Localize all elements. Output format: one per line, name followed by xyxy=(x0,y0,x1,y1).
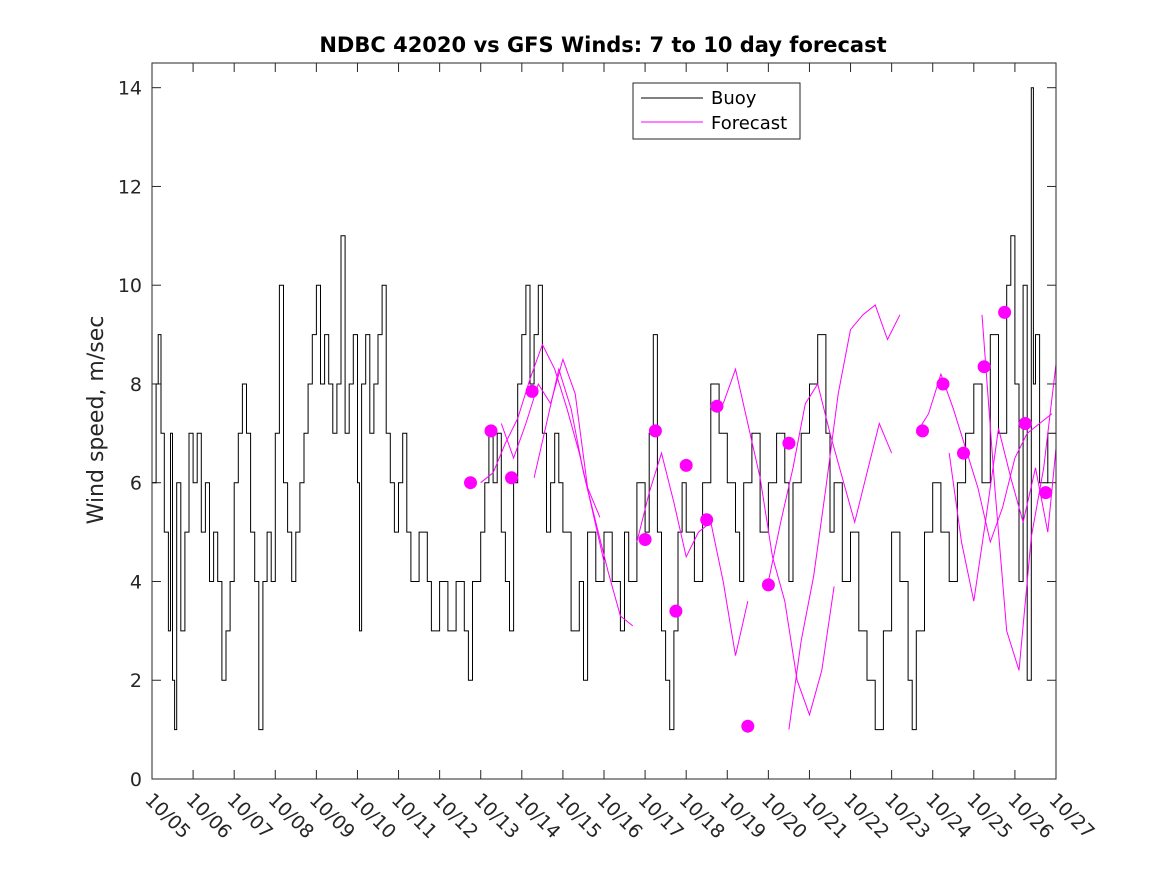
x-tick-label: 10/10 xyxy=(346,789,400,843)
y-tick-labels: 0 2 4 6 8 10 12 14 xyxy=(118,78,142,791)
forecast-marker xyxy=(679,458,693,472)
x-tick-label: 10/18 xyxy=(675,789,729,843)
y-tick-label: 8 xyxy=(130,374,142,396)
forecast-marker xyxy=(648,424,662,438)
y-tick-label: 12 xyxy=(118,176,142,198)
x-tick-label: 10/22 xyxy=(839,789,893,843)
y-tick-label: 14 xyxy=(118,78,142,100)
forecast-markers xyxy=(464,305,1053,733)
x-tick-label: 10/21 xyxy=(798,789,852,843)
y-tick-label: 4 xyxy=(130,571,142,593)
forecast-line-9 xyxy=(948,428,1057,602)
forecast-marker xyxy=(936,377,950,391)
forecast-marker xyxy=(1018,417,1032,430)
x-tick-label: 10/27 xyxy=(1044,789,1098,843)
x-tick-label: 10/12 xyxy=(428,789,482,843)
plot-area xyxy=(152,63,1056,779)
x-tick-label: 10/23 xyxy=(880,789,934,843)
x-tick-label: 10/25 xyxy=(962,789,1016,843)
y-axis-label: Wind speed, m/sec xyxy=(84,316,109,525)
x-tick-label: 10/11 xyxy=(387,789,441,843)
forecast-marker xyxy=(977,360,991,374)
forecast-marker xyxy=(484,424,498,438)
forecast-line-4 xyxy=(636,451,749,656)
forecast-marker xyxy=(761,578,775,592)
legend-forecast-label: Forecast xyxy=(711,113,787,134)
x-tick-labels: 10/0510/0610/0710/0810/0910/1010/1110/12… xyxy=(140,789,1098,843)
forecast-marker xyxy=(957,446,970,460)
x-tick-label: 10/17 xyxy=(634,789,688,843)
y-tick-label: 2 xyxy=(130,670,142,692)
forecast-marker xyxy=(505,471,518,485)
x-tick-label: 10/19 xyxy=(716,789,770,843)
forecast-line-6 xyxy=(788,304,901,730)
x-tick-label: 10/14 xyxy=(510,789,564,843)
legend: Buoy Forecast xyxy=(632,82,801,140)
x-tick-label: 10/05 xyxy=(140,789,194,843)
legend-box xyxy=(632,82,801,140)
forecast-marker xyxy=(638,533,652,546)
y-tick-label: 0 xyxy=(130,769,142,791)
x-tick-label: 10/24 xyxy=(921,789,975,843)
x-tick-label: 10/08 xyxy=(264,789,318,843)
forecast-marker xyxy=(525,384,539,398)
legend-buoy-label: Buoy xyxy=(711,88,757,109)
plot-frame xyxy=(151,62,1057,780)
forecast-marker xyxy=(916,424,929,438)
forecast-line-3 xyxy=(533,367,634,627)
forecast-marker xyxy=(669,604,683,618)
x-tick-label: 10/07 xyxy=(223,789,277,843)
forecast-marker xyxy=(710,399,724,413)
forecast-marker xyxy=(1039,486,1053,500)
x-tick-label: 10/13 xyxy=(469,789,523,843)
x-tick-label: 10/15 xyxy=(551,789,605,843)
forecast-line-10 xyxy=(981,314,1057,671)
forecast-marker xyxy=(782,436,796,450)
forecast-line-7 xyxy=(767,382,893,582)
x-tick-label: 10/16 xyxy=(592,789,646,843)
forecast-marker xyxy=(998,305,1012,319)
y-tick-label: 6 xyxy=(130,473,142,495)
x-tick-label: 10/06 xyxy=(182,789,236,843)
forecast-marker xyxy=(464,476,477,490)
chart-title: NDBC 42020 vs GFS Winds: 7 to 10 day for… xyxy=(319,33,886,57)
x-tick-label: 10/09 xyxy=(305,789,359,843)
x-tick-label: 10/26 xyxy=(1003,789,1057,843)
forecast-marker xyxy=(741,719,755,733)
x-tick-label: 10/20 xyxy=(757,789,811,843)
buoy-series-line xyxy=(152,87,1057,731)
y-tick-label: 10 xyxy=(118,275,142,297)
forecast-marker xyxy=(700,513,714,527)
forecast-line-5 xyxy=(722,367,835,717)
